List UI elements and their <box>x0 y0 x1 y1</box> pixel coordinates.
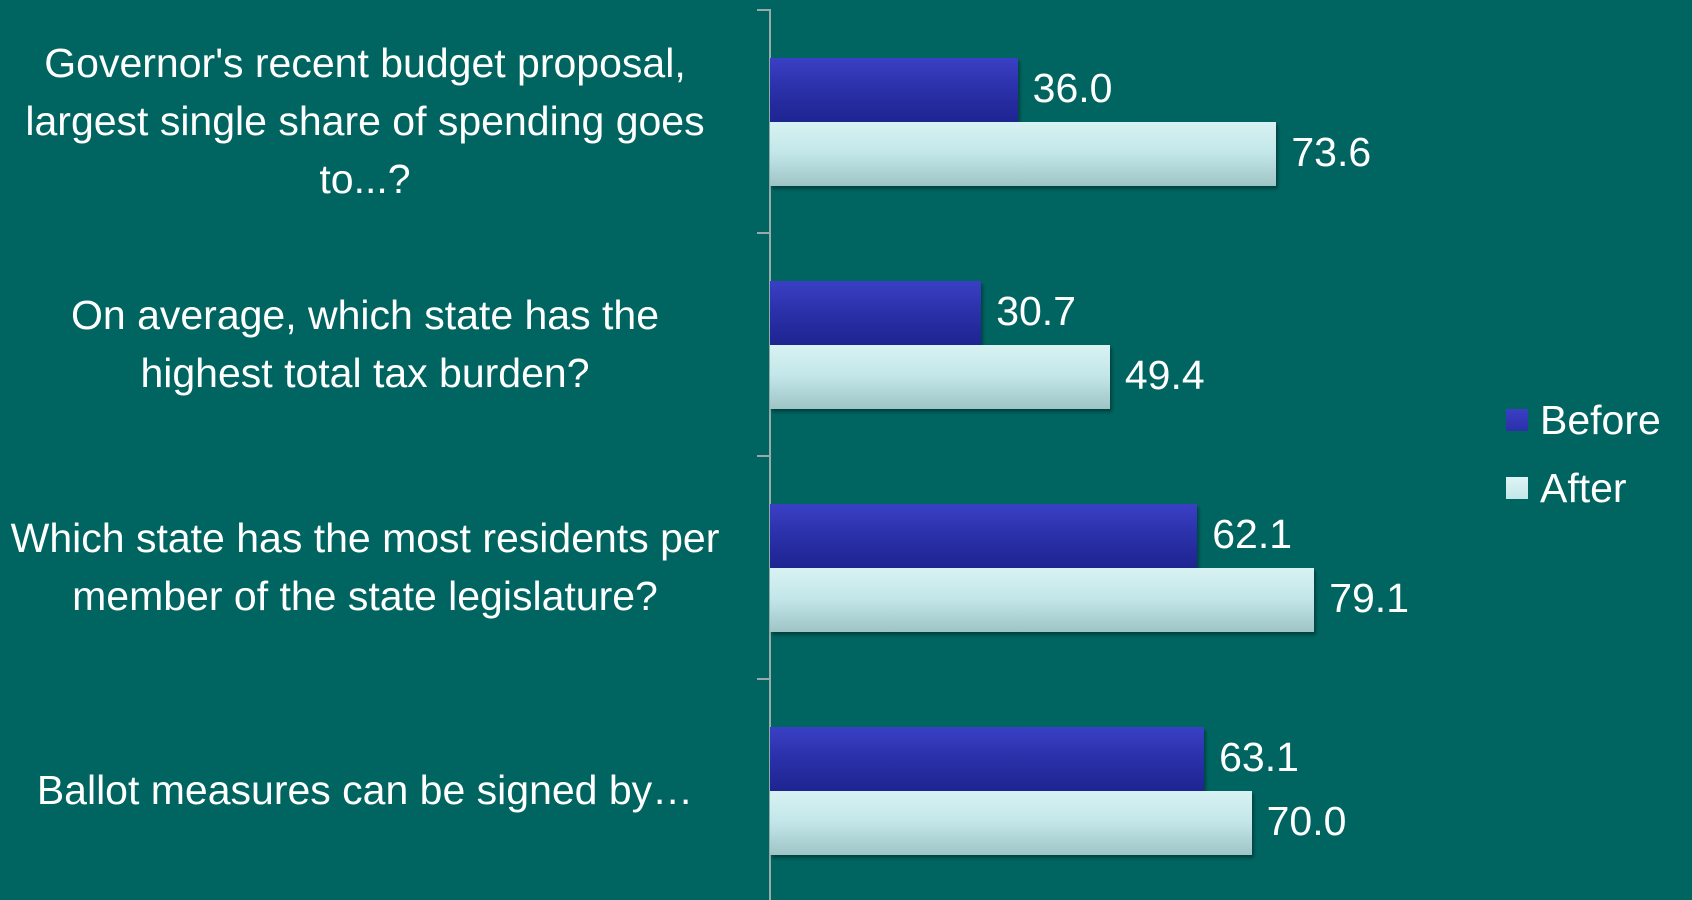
category-label: Which state has the most residents per m… <box>10 514 720 619</box>
value-label: 63.1 <box>1219 734 1299 780</box>
category-label: Ballot measures can be signed by… <box>36 766 694 813</box>
legend-swatch <box>1506 477 1528 499</box>
bar <box>770 281 982 345</box>
bar <box>770 727 1205 791</box>
value-label: 49.4 <box>1124 352 1205 398</box>
axis-tick <box>757 232 769 234</box>
category-label: Governor's recent budget proposal, large… <box>25 39 705 202</box>
bar <box>770 122 1277 186</box>
bar <box>770 568 1315 632</box>
bar <box>770 791 1252 855</box>
value-label: 30.7 <box>996 288 1077 334</box>
value-label: 79.1 <box>1329 575 1410 621</box>
axis-tick <box>757 455 769 457</box>
bar <box>770 58 1018 122</box>
value-label: 62.1 <box>1212 511 1293 557</box>
y-axis <box>769 9 771 900</box>
axis-tick <box>757 678 769 680</box>
value-label: 36.0 <box>1032 65 1113 111</box>
value-label: 73.6 <box>1291 129 1372 175</box>
axis-tick <box>757 9 769 11</box>
legend-label: After <box>1540 465 1627 511</box>
legend-label: Before <box>1540 397 1661 443</box>
bar <box>770 504 1198 568</box>
category-label: On average, which state has the highest … <box>70 291 659 396</box>
bar <box>770 345 1110 409</box>
value-label: 70.0 <box>1266 798 1347 844</box>
legend-swatch <box>1506 409 1528 431</box>
